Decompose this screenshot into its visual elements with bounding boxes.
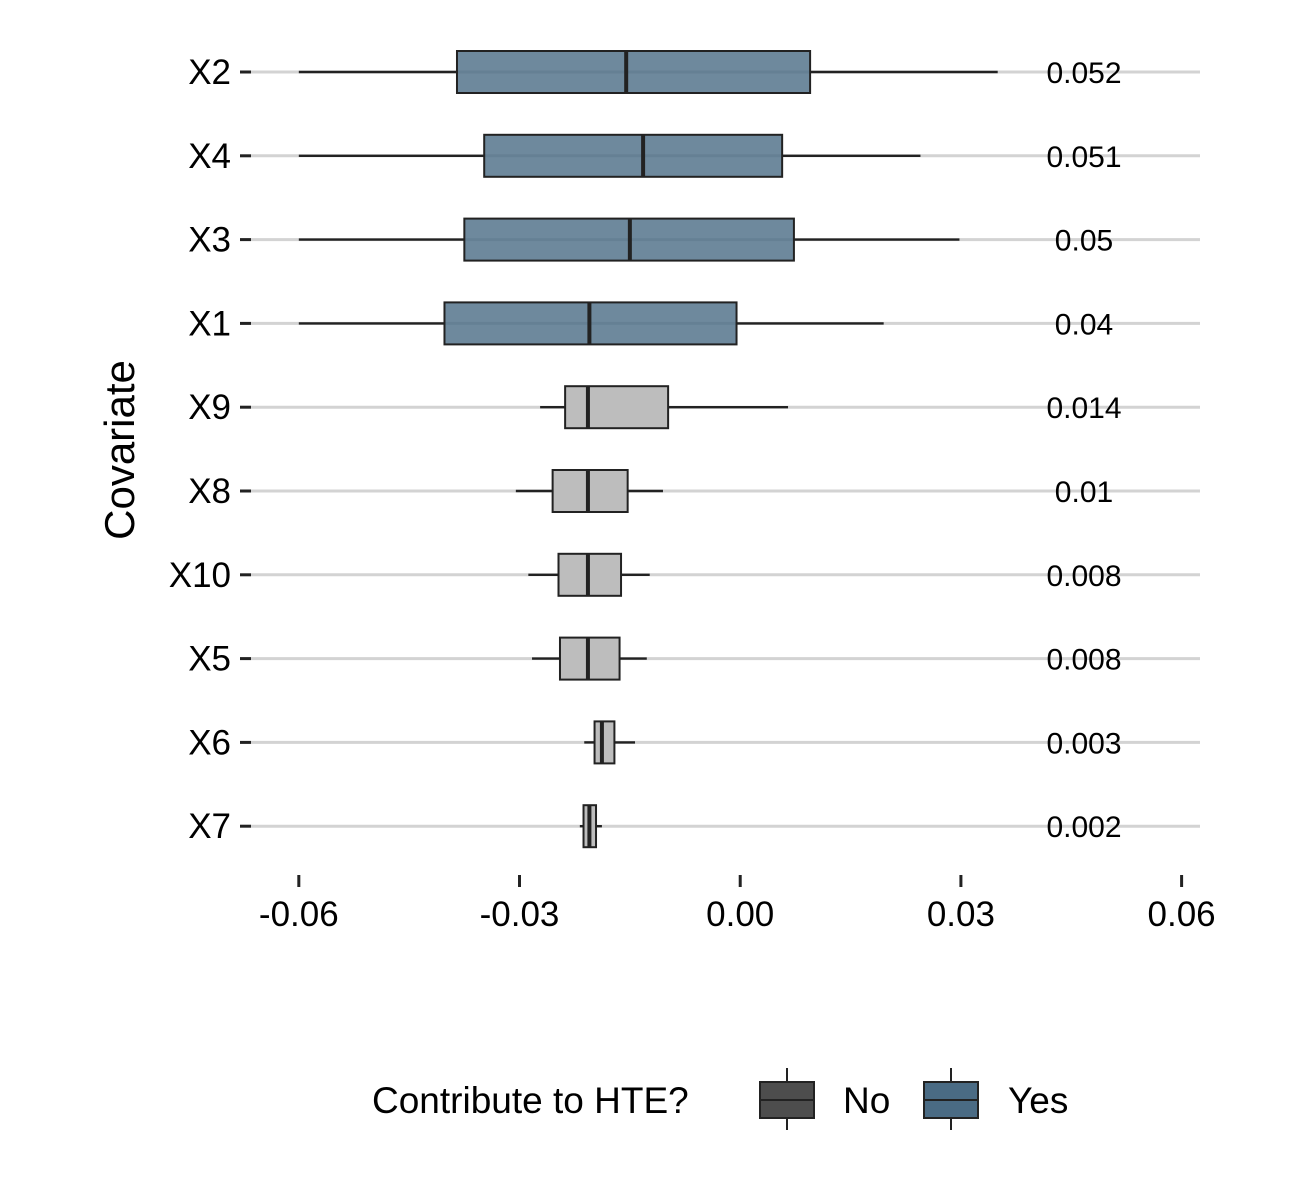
value-labels: 0.052 0.051 0.05 0.04 0.014 0.01 0.008 0.008 0.0… [1046,57,1121,844]
y-tick-label-x3: X3 [188,221,231,260]
box-x5 [532,636,647,681]
iqr-box-x6 [593,720,616,765]
value-label-x4: 0.051 [1046,141,1121,174]
value-label-x3: 0.05 [1055,225,1113,258]
box-x1 [298,301,884,346]
legend: Contribute to HTE? No Yes [372,1068,1068,1130]
y-tick-label-x6: X6 [188,723,231,762]
box-x6 [584,720,636,765]
legend-item-no: No [759,1068,890,1130]
legend-item-yes: Yes [923,1068,1068,1130]
value-label-x7: 0.002 [1046,811,1121,844]
y-tick-label-x4: X4 [188,137,231,176]
box-x2 [298,50,998,94]
value-label-x1: 0.04 [1055,308,1113,341]
box-x3 [298,217,960,262]
iqr-box-x9 [564,385,670,430]
box-x10 [528,552,650,597]
legend-title: Contribute to HTE? [372,1080,689,1121]
legend-keys: No Yes [759,1068,1068,1130]
box-x7 [579,804,602,849]
legend-label: No [843,1080,890,1121]
y-axis-title: Covariate [96,360,143,540]
y-tick-label-x1: X1 [188,304,231,343]
x-tick-label-4: 0.06 [1148,895,1216,934]
y-tick-label-x8: X8 [188,472,231,511]
y-tick-label-x5: X5 [188,640,231,679]
value-label-x5: 0.008 [1046,644,1121,677]
iqr-box-x2 [455,50,812,94]
y-tick-label-x10: X10 [169,556,231,595]
box-x9 [540,385,789,430]
value-label-x6: 0.003 [1046,727,1121,760]
grid-layer [251,70,1200,828]
y-tick-label-x9: X9 [188,388,231,427]
value-label-x2: 0.052 [1046,57,1121,90]
box-x4 [298,133,921,178]
y-axis: X2 X4 X3 X1 X9 X8 X10 X5 X6 X7 [169,53,251,846]
y-tick-label-x2: X2 [188,53,231,92]
value-label-x8: 0.01 [1055,476,1113,509]
x-tick-label-3: 0.03 [927,895,995,934]
iqr-box-x4 [483,133,784,178]
iqr-box-x8 [551,469,629,513]
y-tick-label-x7: X7 [188,807,231,846]
box-layer [298,50,998,849]
box-x8 [515,469,663,513]
value-label-x9: 0.014 [1046,392,1121,425]
x-tick-label-2: 0.00 [706,895,774,934]
value-label-x10: 0.008 [1046,560,1121,593]
x-tick-label-1: -0.03 [480,895,560,934]
legend-label: Yes [1008,1080,1068,1121]
x-tick-label-0: -0.06 [259,895,339,934]
x-axis: -0.06 -0.03 0.00 0.03 0.06 [259,875,1216,934]
